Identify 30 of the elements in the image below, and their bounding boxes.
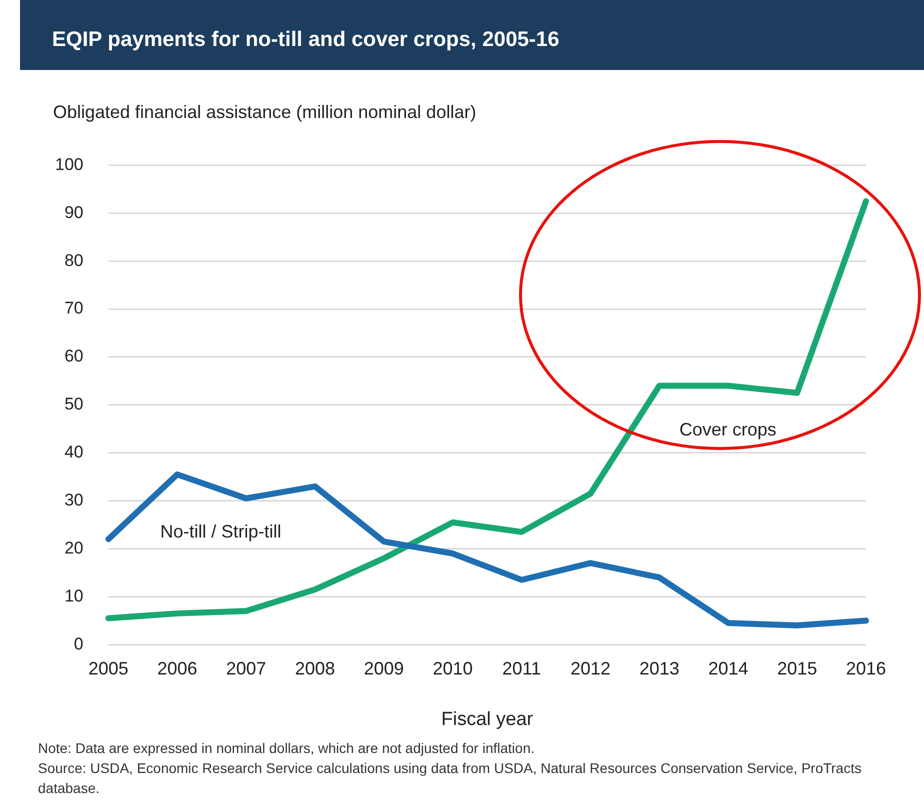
y-tick-label: 30 [64,490,84,510]
x-tick-label: 2005 [88,658,128,678]
x-tick-label: 2008 [294,658,336,678]
chart-title: EQIP payments for no-till and cover crops, 2005-16 [20,0,924,70]
x-tick-label: 2010 [432,658,473,678]
y-axis-title: Obligated financial assistance (million nominal dollar) [53,102,476,123]
series-label: Cover crops [679,420,776,440]
source-note: Source: USDA, Economic Research Service calculations using data from USDA, Natural Resources Conservation Service, ProTracts database. [38,759,862,798]
y-tick-label: 10 [64,586,84,606]
x-tick-label: 2012 [570,658,611,678]
y-tick-label: 40 [64,442,84,462]
x-tick-label: 2011 [502,658,541,678]
text: Note: Data are expressed in nominal dollars, which are not adjusted for inflation. [38,739,536,758]
y-tick-label: 60 [64,346,84,366]
y-tick-label: 80 [64,250,84,270]
y-tick-label: 20 [64,538,84,558]
x-tick-label: 2007 [226,658,266,678]
x-tick-label: 2015 [777,658,818,678]
x-tick-label: 2013 [639,658,680,678]
x-tick-label: 2006 [157,658,198,678]
y-tick-label: 90 [64,202,84,222]
x-tick-label: 2014 [708,658,748,678]
y-tick-label: 70 [64,298,84,318]
x-tick-label: 2009 [364,658,404,678]
y-tick-label: 50 [64,394,84,414]
y-tick-label: 0 [74,634,84,654]
series-label: No-till / Strip-till [160,521,282,542]
y-tick-label: 100 [54,154,84,174]
x-tick-label: 2016 [846,658,886,678]
x-axis-title: Fiscal year [441,708,534,730]
